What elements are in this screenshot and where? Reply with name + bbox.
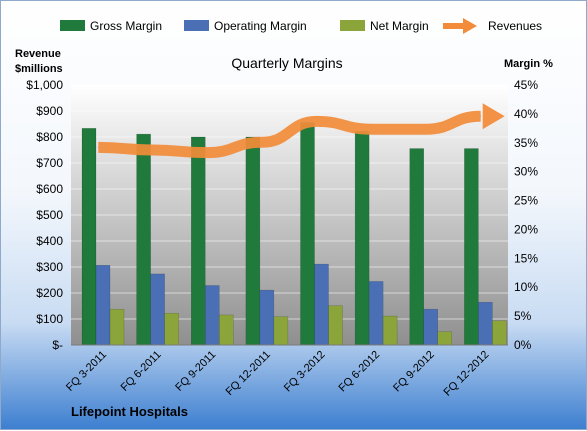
- category-label: FQ 6-2012: [337, 349, 383, 395]
- legend-operating-margin-swatch: [184, 20, 209, 31]
- left-tick-label: $200: [36, 286, 63, 300]
- bars: [81, 122, 507, 346]
- left-tick-label: $500: [36, 208, 63, 222]
- gross-margin-bar: [245, 136, 261, 346]
- right-tick-label: 30%: [514, 165, 538, 179]
- net-margin-bar: [437, 331, 452, 346]
- revenue-point: [207, 152, 209, 154]
- category-label: FQ 3-2012: [282, 349, 328, 395]
- operating-margin-bar: [478, 301, 493, 346]
- left-axis-title-line2: $millions: [15, 63, 63, 75]
- operating-margin-bar: [259, 289, 275, 346]
- category-label: FQ 12-2011: [224, 349, 273, 398]
- net-margin-bar: [382, 315, 398, 346]
- left-tick-label: $100: [36, 312, 63, 326]
- gross-margin-bar: [409, 148, 424, 346]
- revenue-point: [316, 120, 318, 122]
- operating-margin-bar: [423, 308, 438, 346]
- net-margin-bar: [109, 308, 125, 346]
- revenue-point: [261, 141, 263, 143]
- category-label: FQ 12-2012: [442, 349, 492, 399]
- revenue-arrowhead: [482, 103, 505, 130]
- net-margin-bar: [164, 312, 179, 346]
- right-tick-label: 20%: [514, 222, 538, 236]
- right-tick-label: 10%: [514, 280, 538, 294]
- gross-margin-bar: [191, 136, 206, 346]
- revenue-point: [480, 115, 482, 117]
- operating-margin-bar: [205, 285, 220, 346]
- gross-margin-bar: [81, 128, 97, 346]
- net-margin-bar: [273, 316, 289, 346]
- right-tick-label: 15%: [514, 251, 538, 265]
- right-tick-label: 45%: [514, 78, 538, 92]
- operating-margin-bar: [95, 265, 111, 346]
- revenue-point: [425, 128, 427, 130]
- net-margin-bar: [219, 314, 234, 346]
- left-axis-ticks: $- $100 $200 $300 $400 $500 $600 $700 $800 $900 $1…: [26, 78, 63, 352]
- category-labels: FQ 3-2011 FQ 6-2011 FQ 9-2011 FQ 12-2011 FQ …: [64, 349, 491, 399]
- left-tick-label: $700: [36, 156, 63, 170]
- right-tick-label: 40%: [514, 107, 538, 121]
- left-tick-label: $300: [36, 260, 63, 274]
- left-axis-title-line1: Revenue: [15, 48, 61, 60]
- legend-gross-margin-label: Gross Margin: [90, 19, 162, 33]
- left-tick-label: $-: [52, 338, 63, 352]
- net-margin-bar: [328, 305, 343, 346]
- right-tick-label: 0%: [514, 338, 532, 352]
- revenue-point: [370, 128, 372, 130]
- left-tick-label: $600: [36, 182, 63, 196]
- company-name: Lifepoint Hospitals: [71, 404, 188, 419]
- right-tick-label: 25%: [514, 194, 538, 208]
- operating-margin-bar: [150, 273, 165, 346]
- chart-title: Quarterly Margins: [231, 55, 342, 71]
- category-label: FQ 6-2011: [119, 349, 164, 394]
- gross-margin-bar: [300, 122, 315, 346]
- gross-margin-bar: [354, 130, 370, 346]
- operating-margin-bar: [368, 281, 384, 346]
- revenue-line: [98, 110, 481, 159]
- category-label: FQ 3-2011: [64, 349, 109, 394]
- right-tick-label: 35%: [514, 136, 538, 150]
- gross-margin-bar: [136, 133, 151, 346]
- right-tick-label: 5%: [514, 309, 532, 323]
- category-label: FQ 9-2012: [391, 349, 437, 395]
- gross-margin-bar: [464, 148, 479, 346]
- left-tick-label: $1,000: [26, 78, 63, 92]
- revenue-point: [97, 146, 99, 148]
- legend-net-margin-swatch: [340, 20, 365, 31]
- right-axis-ticks: 0% 5% 10% 15% 20% 25% 30% 35% 40% 45%: [514, 78, 538, 352]
- left-tick-label: $400: [36, 234, 63, 248]
- legend: Gross Margin Operating Margin Net Margin…: [60, 18, 542, 34]
- right-axis-title: Margin %: [504, 58, 553, 70]
- legend-gross-margin-swatch: [60, 20, 85, 31]
- net-margin-bar: [492, 320, 507, 346]
- legend-revenues-arrowhead: [463, 18, 477, 34]
- revenue-series: [97, 103, 505, 159]
- legend-operating-margin-label: Operating Margin: [214, 19, 307, 33]
- left-tick-label: $900: [36, 104, 63, 118]
- operating-margin-bar: [314, 263, 329, 346]
- category-label: FQ 9-2011: [173, 349, 218, 394]
- legend-revenues-label: Revenues: [488, 19, 542, 33]
- revenue-point: [152, 149, 154, 151]
- legend-net-margin-label: Net Margin: [370, 19, 429, 33]
- left-tick-label: $800: [36, 130, 63, 144]
